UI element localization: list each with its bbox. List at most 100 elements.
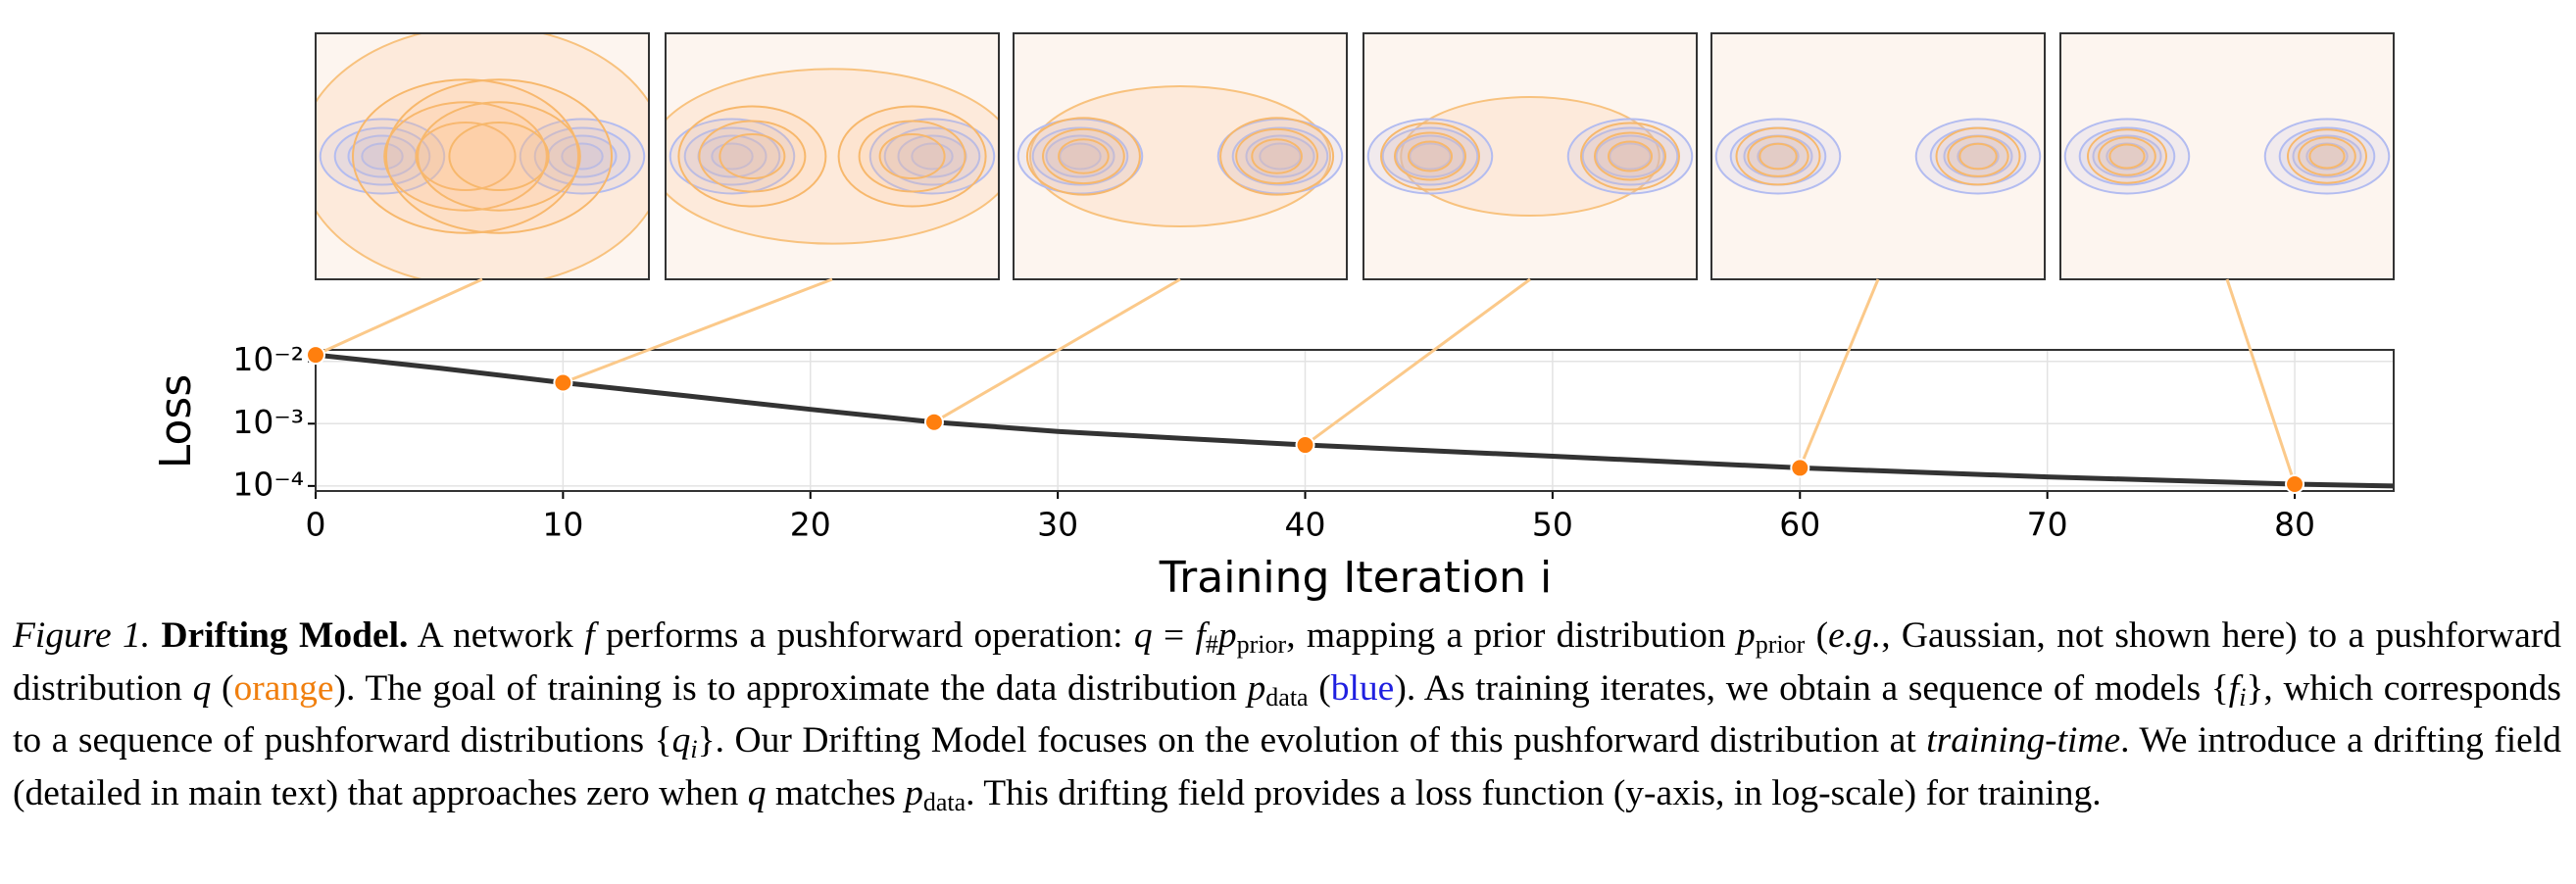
blue-contour <box>2263 118 2391 195</box>
orange-contour <box>2298 136 2356 176</box>
x-axis-label: Training Iteration i <box>1159 553 1552 603</box>
highlight-point <box>1295 435 1315 456</box>
highlight-point <box>923 412 944 432</box>
x-tick-label: 80 <box>2274 506 2315 544</box>
orange-contour <box>448 122 550 191</box>
caption-segment: i <box>2239 682 2247 712</box>
y-tick-label: 10⁻³ <box>232 403 304 441</box>
orange-contour <box>1958 142 1998 171</box>
caption-segment: }, which corresponds to a sequence of pu… <box>13 667 2561 761</box>
blue-contour <box>561 142 604 171</box>
x-tick-label: 40 <box>1285 506 1326 544</box>
orange-contour <box>1947 135 2009 177</box>
caption-segment: data <box>922 787 966 816</box>
contours <box>1366 95 1694 218</box>
blue-contour <box>2092 134 2162 178</box>
connector <box>933 277 1181 423</box>
inset-panel <box>2059 32 2395 280</box>
x-tick-label: 30 <box>1037 506 1078 544</box>
panel-bg <box>2060 33 2394 279</box>
caption-segment: ). The goal of training is to approximat… <box>333 667 1248 709</box>
contours <box>1714 118 2042 195</box>
caption-segment: q <box>192 667 212 709</box>
orange-contour <box>1747 135 1809 177</box>
caption-segment: ( <box>211 667 234 709</box>
caption-segment: prior <box>1755 630 1806 659</box>
x-tick-label: 70 <box>2027 506 2068 544</box>
connector <box>562 277 833 384</box>
caption-segment: prior <box>1236 630 1287 659</box>
x-tick-label: 0 <box>306 506 326 544</box>
caption-segment: }. Our Drifting Model focuses on the evo… <box>697 720 1927 761</box>
caption-segment: matches <box>766 772 906 813</box>
blue-contour <box>361 142 404 171</box>
caption-segment: p <box>905 772 923 813</box>
y-tick-label: 10⁻² <box>232 340 304 378</box>
caption: Figure 1. Drifting Model. A network f pe… <box>13 610 2561 819</box>
caption-segment: ). As training iterates, we obtain a seq… <box>1394 667 2229 709</box>
orange-contour <box>1608 140 1653 172</box>
blue-contour <box>1566 118 1694 195</box>
highlight-point <box>306 345 325 366</box>
caption-segment: orange <box>233 667 334 709</box>
caption-segment: p <box>1247 667 1266 709</box>
inset-panel <box>315 32 650 280</box>
caption-segment: ( <box>1805 615 1829 656</box>
contours <box>316 33 649 279</box>
orange-contour <box>1408 140 1453 172</box>
blue-contour <box>519 118 646 195</box>
blue-contour <box>1609 142 1652 171</box>
caption-segment: f <box>584 615 595 656</box>
x-tick-label: 60 <box>1779 506 1820 544</box>
panel-bg <box>1711 33 2045 279</box>
blue-contour <box>868 118 996 195</box>
x-tick-label: 50 <box>1532 506 1573 544</box>
highlight-point <box>1790 458 1810 478</box>
caption-segment: p <box>1736 615 1756 656</box>
plot-frame <box>315 349 2395 492</box>
orange-contour <box>383 101 548 212</box>
orange-contour <box>2098 136 2156 176</box>
caption-segment: f <box>1195 615 1206 656</box>
orange-contour <box>2308 143 2346 170</box>
highlight-point <box>2285 473 2305 494</box>
orange-contour <box>698 120 807 193</box>
blue-contour <box>1366 118 1494 195</box>
panel-bg <box>316 33 649 279</box>
inset-panel <box>1362 32 1698 280</box>
inset-panel <box>1013 32 1348 280</box>
y-tick-label: 10⁻⁴ <box>232 465 304 503</box>
orange-contour <box>2108 143 2146 170</box>
blue-contour <box>1016 118 1144 195</box>
caption-segment: training-time <box>1926 720 2121 761</box>
connector <box>315 277 483 357</box>
x-tick-label: 20 <box>790 506 831 544</box>
caption-segment: ( <box>1308 667 1331 709</box>
caption-segment: # <box>1205 630 1218 659</box>
contours <box>2063 118 2391 195</box>
caption-segment: q <box>1133 615 1153 656</box>
caption-segment: , mapping a prior distribution <box>1286 615 1737 656</box>
blue-contour <box>1216 118 1344 195</box>
orange-contour <box>858 120 966 193</box>
caption-segment: = <box>1152 615 1196 656</box>
orange-contour <box>1594 131 1666 181</box>
blue-contour <box>1409 142 1452 171</box>
caption-segment: Drifting Model. <box>161 615 409 656</box>
caption-segment: blue <box>1330 667 1395 709</box>
caption-segment: data <box>1265 682 1309 712</box>
panel-bg <box>1014 33 1347 279</box>
orange-contour <box>415 122 517 191</box>
orange-contour <box>1042 127 1125 185</box>
blue-contour <box>669 118 796 195</box>
figure: Training Iteration i Loss 0 10 20 30 40 50 60 7… <box>151 32 2395 603</box>
panel-bg <box>666 33 999 279</box>
connector <box>1304 277 1531 447</box>
loss-line <box>315 352 2395 489</box>
x-tick-label: 10 <box>542 506 583 544</box>
caption-segment: performs a pushforward operation: <box>594 615 1134 656</box>
caption-segment: A network <box>408 615 585 656</box>
contours <box>1016 84 1344 228</box>
caption-segment: Figure 1. <box>13 615 162 656</box>
